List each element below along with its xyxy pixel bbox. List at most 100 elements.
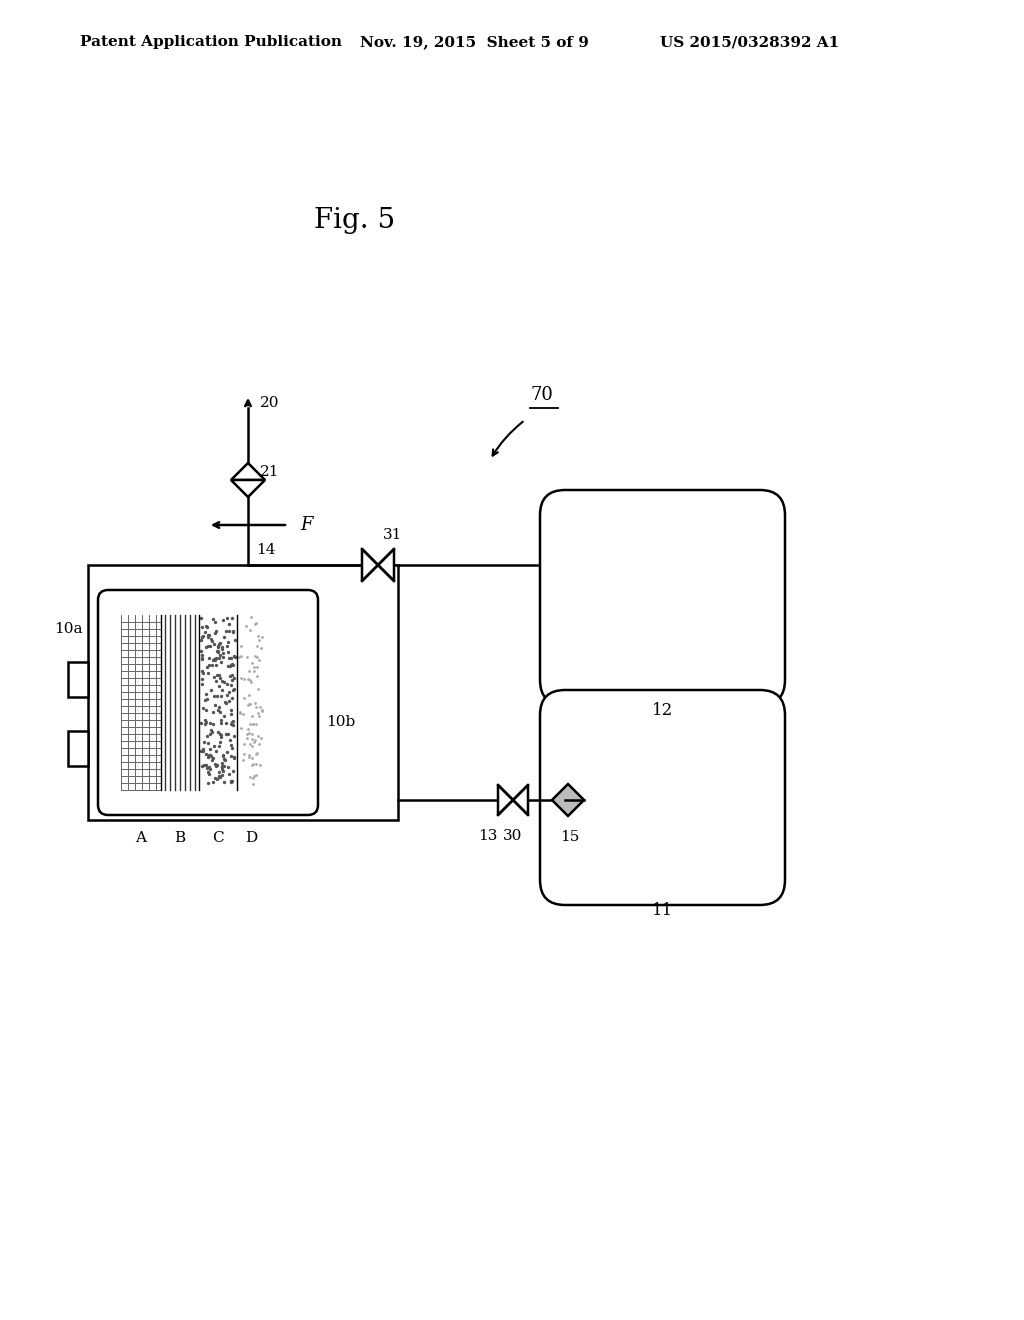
Point	[244, 652, 260, 673]
Point	[246, 656, 262, 677]
Point	[221, 729, 238, 750]
Point	[200, 762, 216, 783]
Point	[245, 714, 261, 735]
Point	[222, 713, 239, 734]
Point	[225, 622, 242, 643]
Point	[250, 626, 266, 647]
Point	[225, 710, 242, 731]
Point	[244, 706, 260, 727]
Point	[218, 693, 234, 714]
Point	[236, 734, 252, 755]
Point	[218, 635, 234, 656]
Point	[202, 636, 218, 657]
Point	[208, 648, 224, 669]
Text: 15: 15	[560, 830, 580, 843]
Text: 20: 20	[260, 396, 280, 411]
Point	[200, 733, 216, 754]
Point	[210, 636, 226, 657]
Point	[224, 607, 241, 628]
Point	[244, 729, 260, 750]
Point	[195, 738, 211, 759]
Polygon shape	[552, 784, 584, 816]
Point	[199, 616, 215, 638]
Point	[222, 700, 239, 721]
Text: US 2015/0328392 A1: US 2015/0328392 A1	[660, 36, 840, 49]
Point	[200, 635, 216, 656]
Point	[220, 656, 237, 677]
Point	[221, 656, 238, 677]
Point	[225, 725, 242, 746]
Point	[224, 771, 241, 792]
Point	[216, 706, 232, 727]
Text: B: B	[174, 832, 185, 845]
Text: 21: 21	[260, 465, 280, 479]
FancyBboxPatch shape	[540, 490, 785, 705]
Point	[223, 772, 240, 793]
Point	[194, 647, 210, 668]
Point	[213, 713, 229, 734]
Point	[251, 705, 267, 726]
Point	[213, 710, 229, 731]
Point	[247, 693, 263, 714]
Point	[194, 627, 210, 648]
Point	[242, 693, 258, 714]
Point	[215, 760, 231, 781]
Point	[250, 678, 266, 700]
Text: 70: 70	[530, 385, 553, 404]
Point	[247, 612, 263, 634]
Point	[240, 718, 256, 739]
Point	[202, 744, 218, 766]
Point	[198, 713, 214, 734]
Point	[216, 748, 232, 770]
Point	[207, 694, 223, 715]
Point	[217, 620, 233, 642]
Point	[208, 755, 224, 776]
Point	[223, 711, 240, 733]
Point	[248, 764, 264, 785]
Point	[214, 647, 230, 668]
Point	[215, 744, 231, 766]
Point	[220, 690, 237, 711]
Point	[197, 620, 213, 642]
Point	[233, 717, 250, 738]
Point	[218, 713, 234, 734]
Point	[248, 713, 264, 734]
Point	[242, 669, 258, 690]
Point	[220, 642, 237, 663]
Point	[194, 616, 210, 638]
Point	[200, 624, 216, 645]
Point	[214, 680, 230, 701]
Point	[240, 694, 256, 715]
Point	[245, 768, 261, 789]
Point	[207, 754, 223, 775]
Point	[242, 619, 258, 640]
Point	[210, 762, 226, 783]
Point	[249, 743, 265, 764]
Point	[211, 676, 227, 697]
Point	[195, 663, 211, 684]
Point	[220, 647, 237, 668]
Point	[202, 758, 218, 779]
Point	[218, 723, 234, 744]
Polygon shape	[231, 480, 265, 498]
Point	[214, 755, 230, 776]
Point	[215, 746, 231, 767]
Point	[201, 763, 217, 784]
Text: 30: 30	[504, 829, 522, 843]
Point	[253, 638, 269, 659]
Point	[225, 760, 242, 781]
Point	[197, 710, 213, 731]
Text: 10a: 10a	[54, 622, 83, 636]
Point	[220, 763, 237, 784]
Point	[244, 747, 260, 768]
Point	[217, 692, 233, 713]
Point	[210, 640, 226, 661]
Point	[195, 661, 211, 682]
Point	[198, 711, 214, 733]
Point	[214, 758, 230, 779]
Polygon shape	[513, 785, 528, 814]
Point	[198, 684, 214, 705]
Point	[208, 671, 224, 692]
Point	[220, 756, 237, 777]
Point	[226, 645, 243, 667]
